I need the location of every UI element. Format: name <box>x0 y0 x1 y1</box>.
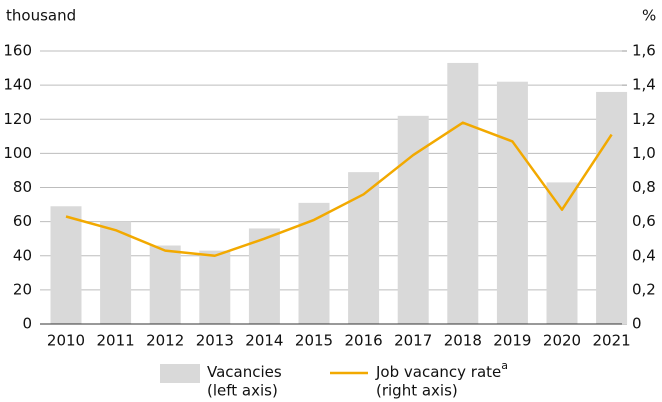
x-tick-label: 2010 <box>47 332 85 350</box>
bar <box>596 91 628 324</box>
y-tick-label: 20 <box>13 280 32 298</box>
legend-name: Job vacancy rate <box>375 363 501 381</box>
y2-tick-label: 1,4 <box>632 76 656 94</box>
y2-tick-label: 0,2 <box>632 280 656 298</box>
legend-name: Vacancies <box>207 363 282 381</box>
y-tick-label: 100 <box>3 144 32 162</box>
x-tick-label: 2018 <box>444 332 482 350</box>
y2-tick-label: 1,2 <box>632 110 656 128</box>
y-tick-label: 60 <box>13 212 32 230</box>
y-tick-label: 140 <box>3 76 32 94</box>
y2-tick-label: 0,8 <box>632 178 656 196</box>
x-tick-label: 2016 <box>345 332 383 350</box>
y-tick-label: 40 <box>13 246 32 264</box>
legend-swatch <box>160 364 200 383</box>
y-tick-label: 80 <box>13 178 32 196</box>
x-tick-label: 2017 <box>394 332 432 350</box>
y2-axis-label: % <box>642 7 656 25</box>
y2-tick-label: 0 <box>632 315 642 333</box>
bar <box>348 172 380 324</box>
y-tick-label: 160 <box>3 42 32 60</box>
legend-note: (right axis) <box>376 382 458 400</box>
y-tick-label: 0 <box>22 315 32 333</box>
bar <box>496 81 528 325</box>
y2-tick-label: 0,6 <box>632 212 656 230</box>
bar <box>100 221 132 324</box>
y-tick-label: 120 <box>3 110 32 128</box>
x-tick-label: 2020 <box>543 332 581 350</box>
legend-label: Job vacancy ratea <box>375 359 508 381</box>
bar <box>447 62 479 324</box>
bar <box>546 182 578 324</box>
x-tick-label: 2021 <box>593 332 631 350</box>
y-axis-label: thousand <box>6 7 76 25</box>
x-tick-label: 2015 <box>295 332 333 350</box>
footnote-marker: a <box>501 359 508 372</box>
x-tick-label: 2014 <box>245 332 283 350</box>
y2-tick-label: 1,6 <box>632 42 656 60</box>
x-tick-label: 2011 <box>97 332 135 350</box>
bar <box>397 115 429 325</box>
y2-tick-label: 1,0 <box>632 144 656 162</box>
y2-tick-label: 0,4 <box>632 246 656 264</box>
bar <box>248 228 280 324</box>
x-tick-label: 2019 <box>493 332 531 350</box>
grid <box>40 50 622 325</box>
x-tick-label: 2013 <box>196 332 234 350</box>
x-tick-label: 2012 <box>146 332 184 350</box>
legend-label: Vacancies <box>207 363 282 381</box>
bar <box>199 250 231 324</box>
line <box>65 121 613 257</box>
bar <box>149 245 181 324</box>
bar <box>50 206 82 324</box>
legend-note: (left axis) <box>207 382 278 400</box>
